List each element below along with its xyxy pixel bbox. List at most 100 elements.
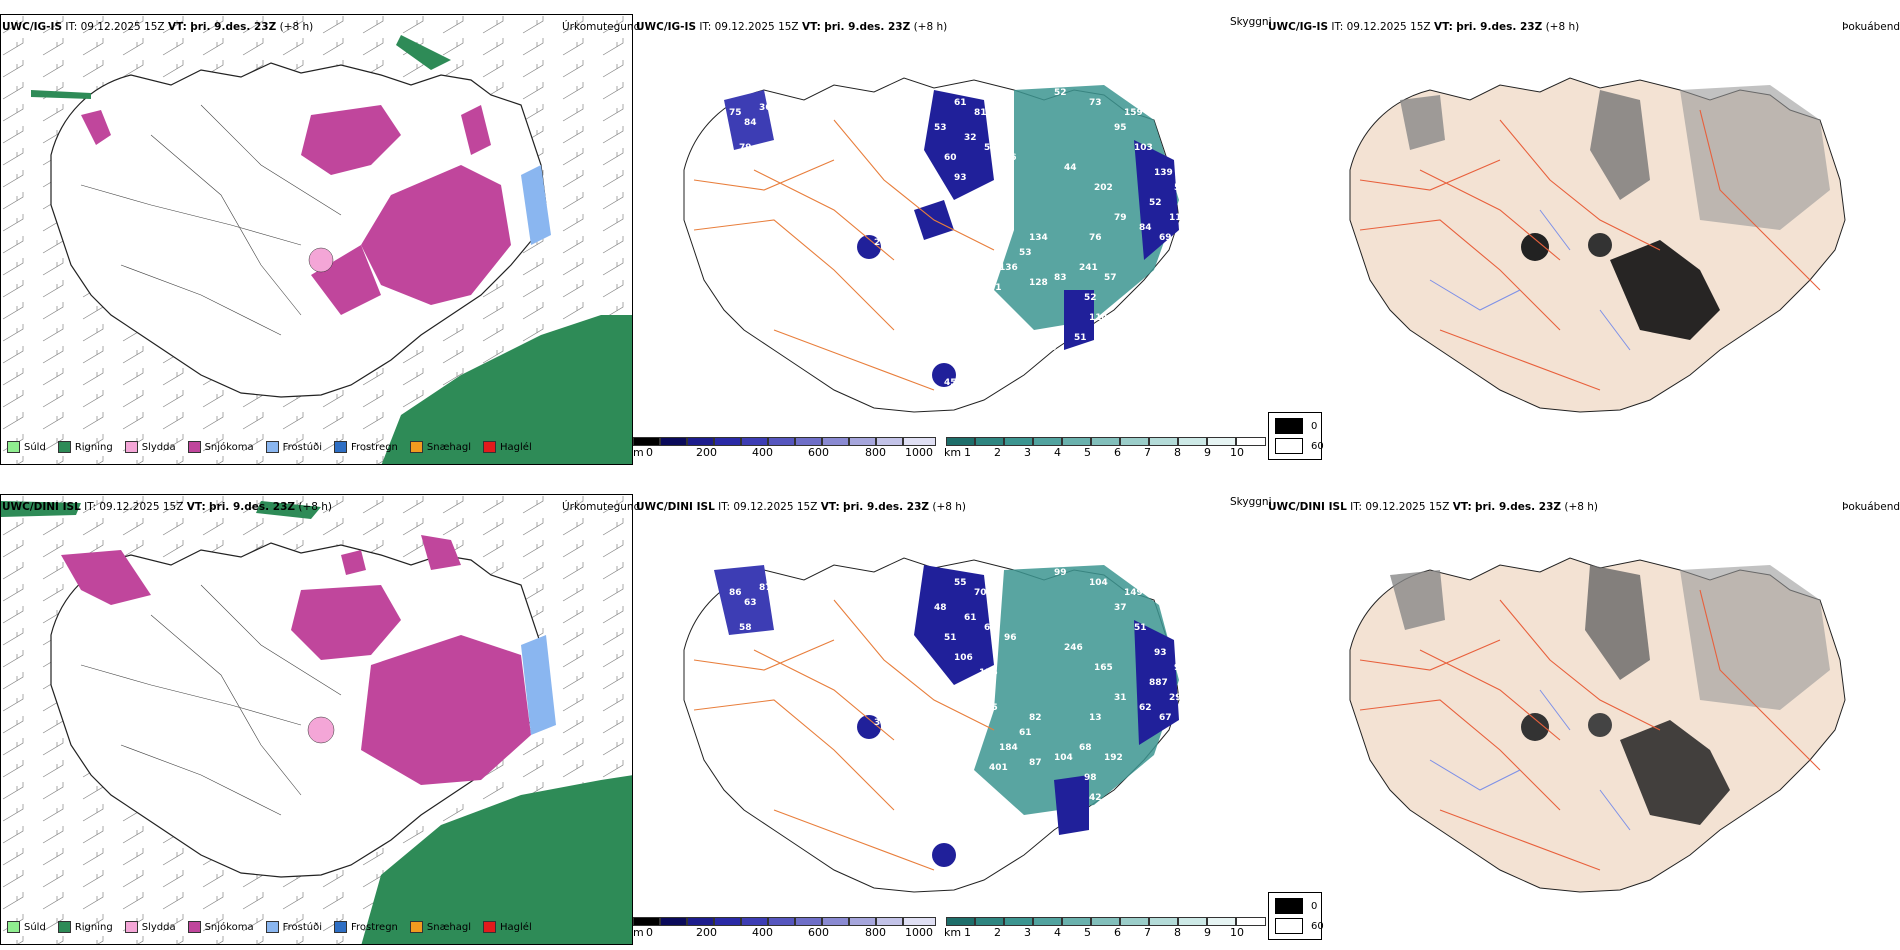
tick: 0 <box>646 446 653 459</box>
visibility-value: 149 <box>1124 588 1143 598</box>
legend-swatch <box>334 441 347 453</box>
visibility-value: 51 <box>1174 183 1187 193</box>
fog-title-2: Þokuábendi <box>1842 501 1900 513</box>
visibility-value: 887 <box>1149 678 1168 688</box>
visibility-value: 83 <box>1054 273 1067 283</box>
visibility-value: 69 <box>1159 233 1172 243</box>
visibility-value: 155 <box>979 668 998 678</box>
visibility-value: 53 <box>1019 248 1032 258</box>
visibility-value: 121 <box>954 758 973 768</box>
visibility-value: 293 <box>1169 693 1188 703</box>
visibility-value: 42 <box>1089 793 1102 803</box>
legend-label: Snæhagl <box>426 441 472 453</box>
tick: 5 <box>1084 926 1091 939</box>
fog-legend-2: 0 60 <box>1268 892 1324 940</box>
legend-label: Slydda <box>141 921 176 933</box>
legend-item: Rigning <box>57 921 113 933</box>
visibility-value: 45 <box>944 378 957 388</box>
legend-label: Súld <box>24 921 46 933</box>
visibility-value: 37 <box>874 718 887 728</box>
legend-label: Rigning <box>74 441 113 453</box>
visibility-value: 106 <box>954 653 973 663</box>
unit-label: km <box>944 446 962 459</box>
visibility-value: 31 <box>1114 693 1127 703</box>
it-value: 09.12.2025 15Z <box>714 21 799 33</box>
legend-swatch <box>57 441 71 453</box>
legend-label: Slydda <box>141 441 176 453</box>
lead-time: (+8 h) <box>913 21 948 33</box>
visibility-value: 76 <box>1089 233 1102 243</box>
tick: 1 <box>964 446 971 459</box>
legend-label: Snjókoma <box>204 921 254 933</box>
tick: 5 <box>1084 446 1091 459</box>
visibility-value: 79 <box>739 143 752 153</box>
tick: 2 <box>994 926 1001 939</box>
tick: 800 <box>865 446 886 459</box>
tick: 7 <box>1144 446 1151 459</box>
precip-title-2: Úrkomutegund <box>562 501 641 513</box>
visibility-value: 104 <box>1089 578 1108 588</box>
legend-swatch <box>124 921 138 933</box>
model-name: UWC/IG-IS <box>2 21 63 33</box>
visibility-value: 75 <box>729 108 742 118</box>
fog-panel-2 <box>1300 510 1900 940</box>
lead-time: (+8 h) <box>932 501 967 513</box>
visibility-value: 104 <box>1054 753 1073 763</box>
visibility-value: 52 <box>1084 293 1097 303</box>
visibility-value: 11 <box>749 158 762 168</box>
visibility-value: 63 <box>744 598 757 608</box>
visibility-value: 96 <box>979 223 992 233</box>
visibility-value: 99 <box>1054 568 1067 578</box>
visibility-value: 241 <box>1079 263 1098 273</box>
precip-header-2: UWC/DINI ISL IT: 09.12.2025 15Z VT: þri.… <box>2 501 332 513</box>
legend-item: Frostúði <box>265 921 322 933</box>
fog-map-2 <box>1349 557 1846 893</box>
visibility-value: 136 <box>999 263 1018 273</box>
precip-legend-1: Súld Rigning Slydda Snjókoma Frostúði Fr… <box>7 441 532 453</box>
visibility-value: 35 <box>1044 343 1057 353</box>
visibility-colorbar-2 <box>946 917 1266 926</box>
vt-label: VT: <box>820 501 840 513</box>
visibility-value: 51 <box>1074 333 1087 343</box>
vt-label: VT: <box>167 21 187 33</box>
model-name: UWC/IG-IS <box>1268 21 1329 33</box>
legend-swatch <box>409 921 423 933</box>
visibility-value: 13 <box>1089 713 1102 723</box>
cloud-title-2: Skyggni <box>1230 496 1272 508</box>
legend-swatch <box>7 441 20 453</box>
vt-value: þri. 9.des. 23Z <box>1475 501 1561 513</box>
visibility-value: 53 <box>934 123 947 133</box>
tick: 800 <box>865 926 886 939</box>
legend-label: Snæhagl <box>426 921 472 933</box>
tick: 0 <box>646 926 653 939</box>
fog-legend-row: 0 <box>1275 898 1317 914</box>
legend-label: Frostúði <box>282 921 322 933</box>
it-label: IT: <box>65 21 78 33</box>
cloud-title-1: Skyggni <box>1230 16 1272 28</box>
vt-value: þri. 9.des. 23Z <box>824 21 911 33</box>
visibility-value: 81 <box>974 108 987 118</box>
legend-item: Snjókoma <box>187 441 254 453</box>
precip-map-2 <box>1 495 632 944</box>
visibility-value: 51 <box>944 633 957 643</box>
vt-value: þri. 9.des. 23Z <box>209 501 295 513</box>
visibility-value: 59 <box>1069 348 1082 358</box>
legend-label: Haglél <box>500 441 532 453</box>
visibility-labels-1: 7584367911618153326056936296527315995103… <box>729 88 1187 388</box>
cloud-header-1: UWC/IG-IS IT: 09.12.2025 15Z VT: þri. 9.… <box>636 21 947 33</box>
visibility-value: 103 <box>1134 143 1153 153</box>
fog-value: 60 <box>1311 440 1324 452</box>
visibility-value: 134 <box>1029 233 1048 243</box>
unit-label: km <box>944 926 962 939</box>
tick: 4 <box>1054 926 1061 939</box>
visibility-value: 37 <box>1114 603 1127 613</box>
it-label: IT: <box>699 21 712 33</box>
model-name: UWC/IG-IS <box>636 21 697 33</box>
fog-value: 60 <box>1311 920 1324 932</box>
model-name: UWC/DINI ISL <box>636 501 715 513</box>
visibility-value: 93 <box>954 173 967 183</box>
visibility-value: 56 <box>984 143 997 153</box>
fog-title-1: Þokuábendi <box>1842 21 1900 33</box>
legend-item: Slydda <box>124 441 176 453</box>
lead-time: (+8 h) <box>1545 21 1580 33</box>
